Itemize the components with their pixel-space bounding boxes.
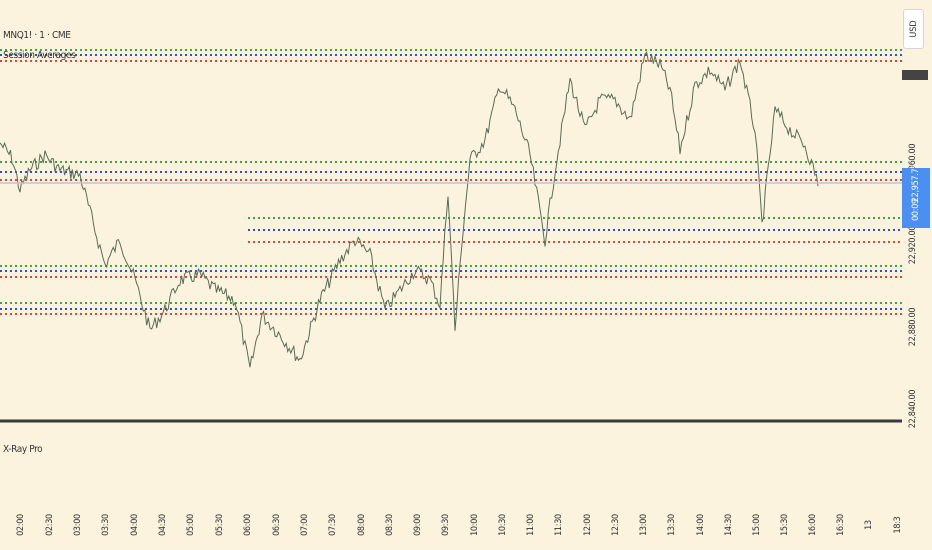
time-label: 12:00 (583, 514, 593, 536)
price-label: 22,840.00 (908, 389, 918, 429)
symbol-title[interactable]: MNQ1! · 1 · CME (3, 30, 71, 41)
current-price-tag: 22,957.75 00:09 (902, 164, 930, 228)
time-label: 11:00 (526, 514, 536, 536)
time-label: 13 (864, 520, 874, 530)
time-label: 04:00 (130, 514, 140, 536)
time-label: 10:30 (498, 514, 508, 536)
time-label: 13:00 (639, 514, 649, 536)
current-price: 22,957.75 (911, 163, 921, 203)
time-label: 10:00 (470, 514, 480, 536)
time-label: 05:30 (215, 514, 225, 536)
time-label: 16:30 (836, 514, 846, 536)
bar-countdown: 00:09 (911, 199, 921, 221)
time-label: 15:00 (752, 514, 762, 536)
high-price-tag (902, 70, 928, 80)
time-label: 02:00 (16, 514, 26, 536)
time-label: 06:00 (243, 514, 253, 536)
time-label: 06:30 (272, 514, 282, 536)
time-label: 15:30 (780, 514, 790, 536)
currency-button[interactable]: USD (903, 9, 924, 49)
time-label: 11:30 (554, 514, 564, 536)
price-series (0, 51, 819, 368)
time-label: 02:30 (45, 514, 55, 536)
time-label: 03:30 (101, 514, 111, 536)
time-label: 07:00 (300, 514, 310, 536)
session-average-levels (0, 49, 902, 315)
time-label: 05:00 (186, 514, 196, 536)
time-label: 13:30 (667, 514, 677, 536)
time-label: 18:3 (893, 516, 903, 534)
lower-pane-indicator-name[interactable]: X-Ray Pro (3, 444, 43, 455)
time-label: 14:00 (696, 514, 706, 536)
time-label: 07:30 (328, 514, 338, 536)
price-label: 22,880.00 (908, 307, 918, 347)
time-label: 08:30 (385, 514, 395, 536)
time-label: 08:00 (357, 514, 367, 536)
time-label: 12:30 (611, 514, 621, 536)
time-label: 16:00 (808, 514, 818, 536)
time-label: 09:30 (441, 514, 451, 536)
indicator-name[interactable]: Session Averages (3, 50, 76, 61)
currency-label: USD (908, 20, 919, 38)
time-label: 14:30 (724, 514, 734, 536)
time-label: 09:00 (413, 514, 423, 536)
time-label: 04:30 (158, 514, 168, 536)
time-label: 03:00 (73, 514, 83, 536)
